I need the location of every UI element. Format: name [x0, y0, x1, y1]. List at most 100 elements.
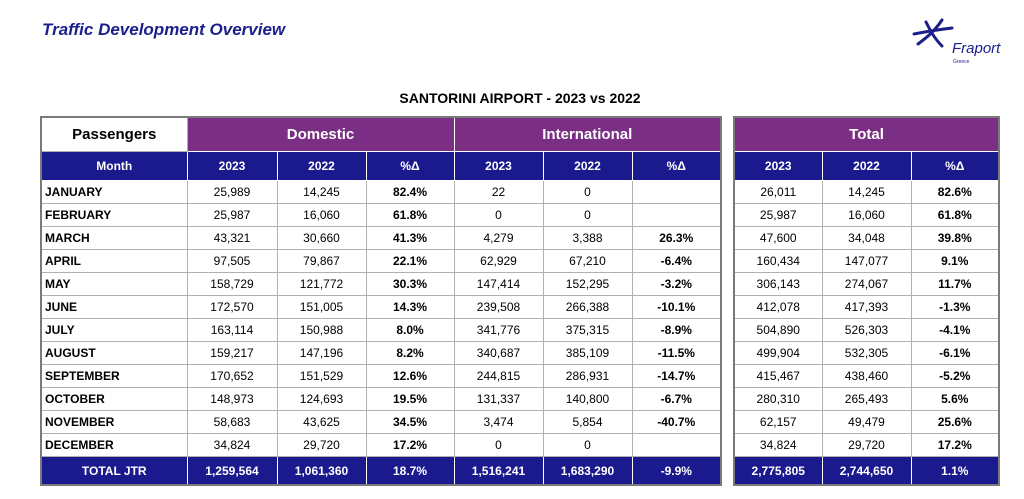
- total-2022-cell: 147,077: [821, 249, 912, 273]
- domestic-2022-cell: 30,660: [276, 226, 367, 250]
- international-pct-cell: 26.3%: [631, 226, 722, 250]
- fraport-logo: Fraport Greece: [912, 16, 1004, 70]
- total-pct-cell: 25.6%: [910, 410, 1000, 434]
- total-2023-cell: 280,310: [733, 387, 823, 411]
- total-header: Total: [733, 116, 1000, 152]
- total-pct-cell: 39.8%: [910, 226, 1000, 250]
- total-pct-cell: 9.1%: [910, 249, 1000, 273]
- fraport-star-icon: [912, 18, 954, 48]
- total-domestic-2023: 1,259,564: [186, 456, 278, 486]
- international-2023-cell: 0: [453, 433, 544, 457]
- total-pct-cell: 61.8%: [910, 203, 1000, 227]
- table-row: NOVEMBER 58,683 43,625 34.5% 3,474 5,854 -40.7…: [40, 410, 722, 434]
- total-2022-cell: 14,245: [821, 180, 912, 204]
- domestic-international-table: Passengers Domestic International Month …: [40, 116, 723, 486]
- table-row: DECEMBER 34,824 29,720 17.2% 0 0: [40, 433, 722, 457]
- international-2023-cell: 244,815: [453, 364, 544, 388]
- month-cell: JANUARY: [40, 180, 188, 204]
- domestic-pct-cell: 8.2%: [365, 341, 455, 365]
- domestic-2022-header: 2022: [276, 151, 367, 181]
- total-2022-cell: 526,303: [821, 318, 912, 342]
- total-2023-cell: 62,157: [733, 410, 823, 434]
- international-pct-cell: -10.1%: [631, 295, 722, 319]
- table-row: FEBRUARY 25,987 16,060 61.8% 0 0: [40, 203, 722, 227]
- total-2022-cell: 438,460: [821, 364, 912, 388]
- total-domestic-pct: 18.7%: [365, 456, 455, 486]
- total-2023-cell: 160,434: [733, 249, 823, 273]
- month-cell: APRIL: [40, 249, 188, 273]
- total-2023-cell: 412,078: [733, 295, 823, 319]
- month-cell: MAY: [40, 272, 188, 296]
- domestic-pct-cell: 8.0%: [365, 318, 455, 342]
- international-2022-cell: 0: [542, 203, 633, 227]
- total-2022-cell: 532,305: [821, 341, 912, 365]
- report-title: Traffic Development Overview: [42, 20, 286, 39]
- total-2023-cell: 499,904: [733, 341, 823, 365]
- logo-wordmark: Fraport: [952, 40, 1001, 57]
- international-2022-header: 2022: [542, 151, 633, 181]
- international-2022-cell: 5,854: [542, 410, 633, 434]
- domestic-2023-header: 2023: [186, 151, 278, 181]
- domestic-2023-cell: 170,652: [186, 364, 278, 388]
- table-row: APRIL 97,505 79,867 22.1% 62,929 67,210 -6.4%: [40, 249, 722, 273]
- domestic-2023-cell: 159,217: [186, 341, 278, 365]
- domestic-2023-cell: 58,683: [186, 410, 278, 434]
- table-row: 280,310 265,493 5.6%: [733, 387, 1000, 411]
- table-row: MARCH 43,321 30,660 41.3% 4,279 3,388 26.3%: [40, 226, 722, 250]
- table-row: 499,904 532,305 -6.1%: [733, 341, 1000, 365]
- table-row: SEPTEMBER 170,652 151,529 12.6% 244,815 286,9…: [40, 364, 722, 388]
- total-2023-cell: 306,143: [733, 272, 823, 296]
- domestic-pct-cell: 14.3%: [365, 295, 455, 319]
- domestic-2023-cell: 163,114: [186, 318, 278, 342]
- international-2023-cell: 0: [453, 203, 544, 227]
- domestic-2022-cell: 150,988: [276, 318, 367, 342]
- table-row: OCTOBER 148,973 124,693 19.5% 131,337 140,800…: [40, 387, 722, 411]
- international-2023-cell: 340,687: [453, 341, 544, 365]
- international-2023-cell: 131,337: [453, 387, 544, 411]
- total-pct-header: %Δ: [910, 151, 1000, 181]
- international-2022-cell: 0: [542, 180, 633, 204]
- grand-total-2023: 2,775,805: [733, 456, 823, 486]
- logo-subtext: Greece: [953, 59, 970, 65]
- international-pct-cell: -3.2%: [631, 272, 722, 296]
- table-row: 47,600 34,048 39.8%: [733, 226, 1000, 250]
- table-row: 160,434 147,077 9.1%: [733, 249, 1000, 273]
- total-international-2023: 1,516,241: [453, 456, 544, 486]
- table-row: 34,824 29,720 17.2%: [733, 433, 1000, 457]
- total-international-2022: 1,683,290: [542, 456, 633, 486]
- domestic-pct-cell: 34.5%: [365, 410, 455, 434]
- domestic-2022-cell: 151,005: [276, 295, 367, 319]
- passengers-header: Passengers: [40, 116, 188, 152]
- table-row: JULY 163,114 150,988 8.0% 341,776 375,315 -8.9…: [40, 318, 722, 342]
- table-row: 415,467 438,460 -5.2%: [733, 364, 1000, 388]
- domestic-2023-cell: 34,824: [186, 433, 278, 457]
- international-2022-cell: 385,109: [542, 341, 633, 365]
- domestic-pct-cell: 17.2%: [365, 433, 455, 457]
- total-2023-cell: 47,600: [733, 226, 823, 250]
- total-pct-cell: -4.1%: [910, 318, 1000, 342]
- total-pct-cell: -5.2%: [910, 364, 1000, 388]
- month-cell: JULY: [40, 318, 188, 342]
- table-row: MAY 158,729 121,772 30.3% 147,414 152,295 -3.2…: [40, 272, 722, 296]
- month-cell: OCTOBER: [40, 387, 188, 411]
- domestic-2023-cell: 25,987: [186, 203, 278, 227]
- table-row: JUNE 172,570 151,005 14.3% 239,508 266,388 -10…: [40, 295, 722, 319]
- domestic-pct-header: %Δ: [365, 151, 455, 181]
- total-2023-cell: 504,890: [733, 318, 823, 342]
- domestic-2022-cell: 124,693: [276, 387, 367, 411]
- international-2022-cell: 375,315: [542, 318, 633, 342]
- total-2023-cell: 26,011: [733, 180, 823, 204]
- international-2023-cell: 147,414: [453, 272, 544, 296]
- total-2022-cell: 265,493: [821, 387, 912, 411]
- international-2022-cell: 0: [542, 433, 633, 457]
- domestic-pct-cell: 41.3%: [365, 226, 455, 250]
- domestic-pct-cell: 82.4%: [365, 180, 455, 204]
- table-row: 306,143 274,067 11.7%: [733, 272, 1000, 296]
- total-2023-header: 2023: [733, 151, 823, 181]
- table-row: 62,157 49,479 25.6%: [733, 410, 1000, 434]
- international-2022-cell: 266,388: [542, 295, 633, 319]
- international-pct-cell: -40.7%: [631, 410, 722, 434]
- total-table: Total 2023 2022 %Δ 26,011 14,245 82.6% 25,9…: [733, 116, 1001, 486]
- domestic-2023-cell: 97,505: [186, 249, 278, 273]
- total-pct-cell: 5.6%: [910, 387, 1000, 411]
